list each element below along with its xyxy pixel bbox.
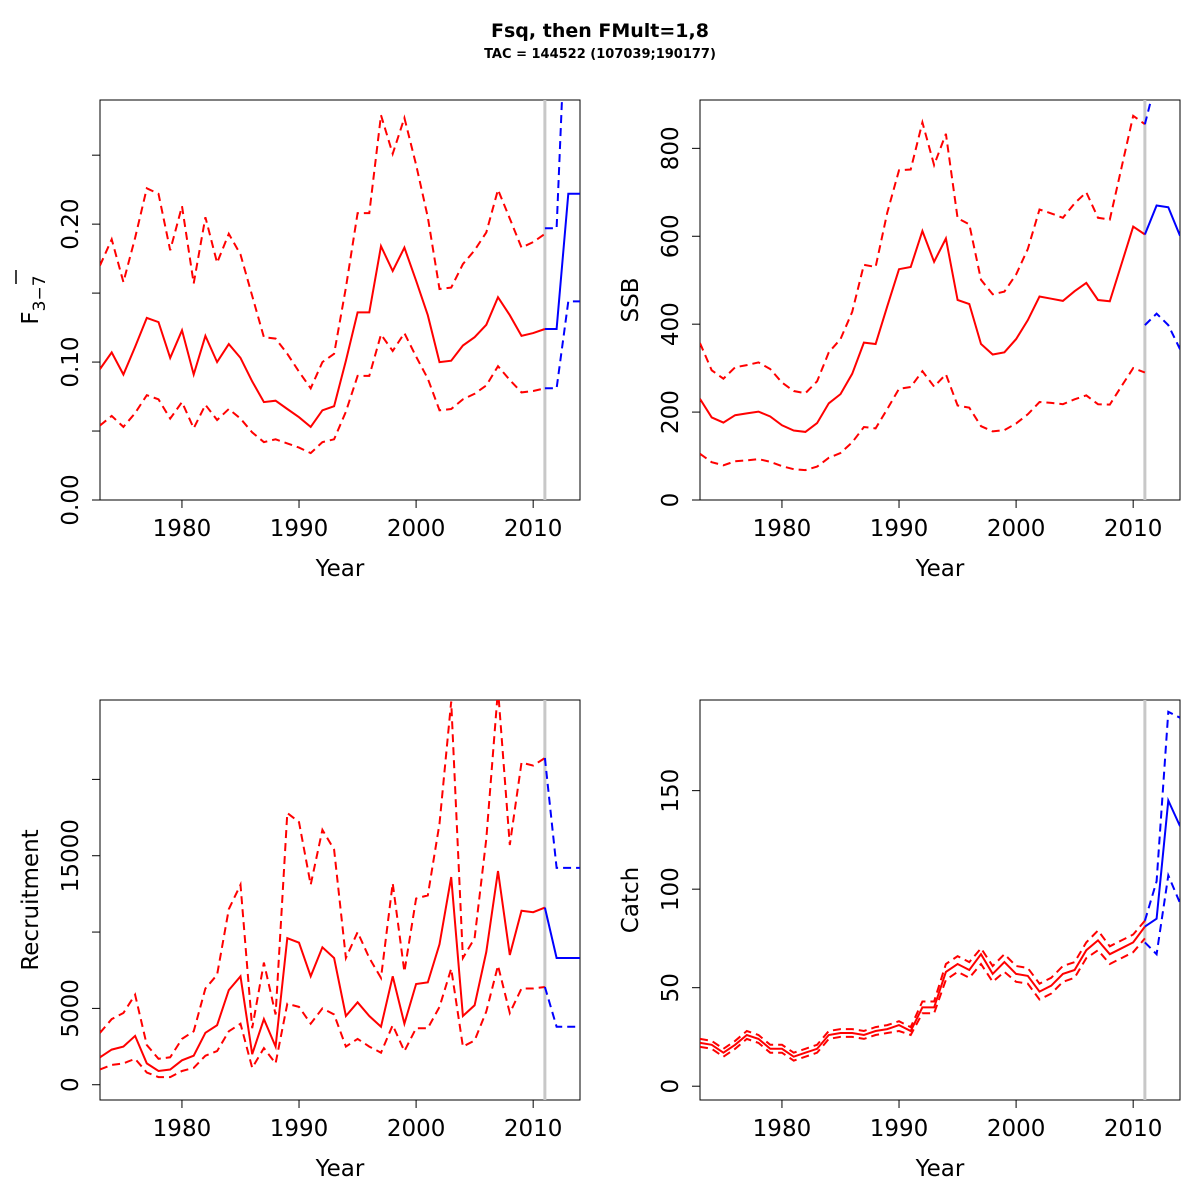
forecast-upper-ci-line	[1143, 710, 1180, 921]
x-tick-label: 2010	[504, 1116, 563, 1142]
plot-frame	[699, 699, 1181, 1101]
x-tick-label: 1990	[270, 1116, 329, 1142]
historic-lower-ci-line	[700, 366, 1146, 472]
y-tick-label: 600	[658, 214, 684, 258]
y-axis-label: F3−7	[18, 275, 50, 324]
y-tick-label: 0	[58, 1077, 84, 1092]
forecast-lower-ci-line	[544, 300, 580, 390]
historic-lower-ci-line	[700, 937, 1146, 1062]
historic-upper-ci-line	[100, 700, 546, 1060]
forecast-upper-ci-line	[543, 757, 580, 869]
y-tick-label: 100	[658, 867, 684, 911]
y-axis-label: Recruitment	[18, 829, 44, 970]
historic-lower-ci-line	[100, 965, 546, 1079]
x-axis-label: Year	[315, 1156, 365, 1182]
y-tick-label: 0.00	[58, 474, 84, 525]
y-tick-label: 50	[658, 973, 684, 1002]
y-tick-label: 150	[658, 769, 684, 813]
y-tick-label: 800	[658, 126, 684, 170]
x-tick-label: 2000	[387, 1116, 446, 1142]
x-tick-label: 2000	[987, 1116, 1046, 1142]
panel-fbar: 1980 1990 2000 2010 0.00 0.10 0.20 Year F3−7	[15, 99, 581, 582]
forecast-estimate-line	[543, 907, 580, 959]
historic-estimate-line	[700, 225, 1146, 433]
historic-estimate-line	[100, 242, 546, 429]
x-tick-label: 1990	[870, 516, 929, 542]
y-tick-label: 400	[658, 302, 684, 346]
forecast-lower-ci-line	[1144, 312, 1180, 350]
figure-subtitle: TAC = 144522 (107039;190177)	[484, 47, 716, 62]
figure-title: Fsq, then FMult=1,8	[491, 20, 709, 42]
forecast-estimate-line	[544, 192, 580, 330]
panel-ssb: 1980 1990 2000 2010 0 200 400 600 800 Year SSB	[618, 99, 1181, 582]
y-tick-label: 15000	[58, 819, 84, 892]
forecast-lower-ci-line	[1144, 871, 1180, 957]
x-axis-label: Year	[915, 1156, 965, 1182]
x-tick-label: 1990	[870, 1116, 929, 1142]
historic-upper-ci-line	[700, 114, 1146, 395]
x-tick-label: 1980	[753, 516, 812, 542]
x-tick-label: 1980	[153, 516, 212, 542]
forecast-estimate-line	[1143, 204, 1180, 237]
plot-frame	[99, 699, 581, 1101]
forecast-upper-ci-line	[544, 100, 563, 230]
y-tick-label: 0	[658, 1079, 684, 1094]
historic-estimate-line	[100, 870, 546, 1073]
forecast-lower-ci-line	[543, 986, 580, 1028]
historic-estimate-line	[700, 926, 1146, 1058]
x-tick-label: 2010	[1104, 516, 1163, 542]
panel-recruitment: 1980 1990 2000 2010 0 5000 15000 Year Recruitmen…	[18, 699, 581, 1182]
y-axis-label: Catch	[618, 867, 644, 933]
y-tick-label: 0.20	[58, 199, 84, 250]
x-tick-label: 2010	[504, 516, 563, 542]
x-axis-label: Year	[915, 556, 965, 582]
historic-lower-ci-line	[100, 331, 546, 455]
x-tick-label: 2000	[987, 516, 1046, 542]
x-tick-label: 1980	[153, 1116, 212, 1142]
y-tick-label: 0.10	[58, 336, 84, 387]
panel-catch: 1980 1990 2000 2010 0 50 100 150 Year Catch	[618, 699, 1181, 1182]
plot-frame	[99, 99, 581, 501]
y-tick-label: 5000	[58, 979, 84, 1038]
x-tick-label: 1980	[753, 1116, 812, 1142]
x-axis-label: Year	[315, 556, 365, 582]
y-axis-label: SSB	[618, 278, 644, 323]
forecast-upper-ci-line	[1143, 100, 1153, 125]
x-tick-label: 2010	[1104, 1116, 1163, 1142]
historic-upper-ci-line	[700, 920, 1146, 1054]
y-tick-label: 0	[658, 493, 684, 508]
y-tick-label: 200	[658, 390, 684, 434]
historic-upper-ci-line	[100, 114, 546, 391]
x-tick-label: 2000	[387, 516, 446, 542]
forecast-estimate-line	[1144, 796, 1180, 928]
x-tick-label: 1990	[270, 516, 329, 542]
plot-frame	[699, 99, 1181, 501]
